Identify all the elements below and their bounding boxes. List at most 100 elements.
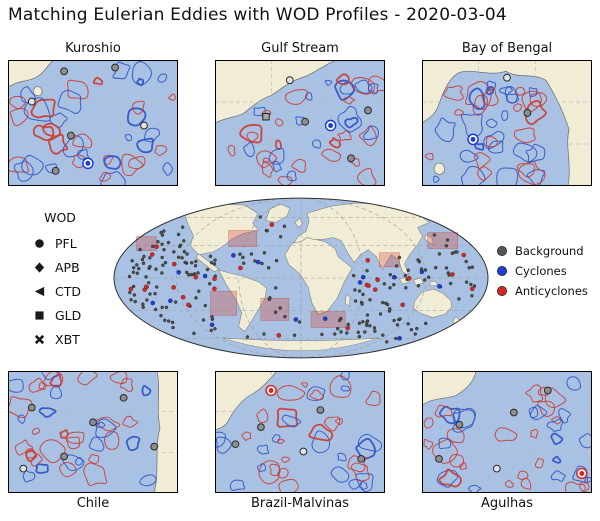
profile-dot [269,222,275,227]
legend-label-xbt: XBT [55,331,80,347]
profile-dot [278,306,282,310]
profile-dot [363,330,367,334]
profile-marker-bg [435,455,443,463]
profile-dot [357,289,362,293]
profile-marker-bg [60,452,68,461]
profile-marker-bg-light [503,73,511,82]
profile-dot [382,282,387,286]
profile-dot [161,263,165,267]
profile-dot [388,272,392,277]
land [422,60,592,186]
profile-dot [138,247,142,252]
map-bay-of-bengal [422,60,592,186]
profile-marker-bg [89,418,97,427]
profile-dot [249,252,254,256]
profile-dot [345,331,349,335]
background-dot-icon [497,246,507,256]
profile-dot [156,240,160,244]
cyclone-dot-icon [497,266,507,276]
profile-dot [238,252,242,256]
land [215,60,338,124]
profile-dot [210,317,215,322]
panel-title-brazil-malvinas: Brazil-Malvinas [250,496,350,511]
profile-dot [145,298,149,302]
region-box [427,232,459,249]
study-region-highlights [135,230,459,328]
profile-dot [273,286,278,290]
panel-title-gulf-stream: Gulf Stream [261,41,339,56]
legend-label-background: Background [515,244,584,258]
profile-dot [194,259,198,264]
figure-title: Matching Eulerian Eddies with WOD Profil… [8,5,507,25]
profile-dot [457,297,461,301]
profile-dot [365,268,369,273]
profile-dot [193,274,199,280]
profile-dot [131,284,136,289]
profile-dot [357,280,363,285]
profile-dot [437,252,442,256]
panel-gulf-stream: Gulf Stream [215,38,385,186]
panel-frame [8,60,178,186]
profile-dot [274,258,279,263]
profile-dot [320,332,324,337]
profile-marker-bg [523,108,532,117]
profile-marker-bg [51,166,60,175]
profile-dot [406,268,410,273]
profile-dot [260,261,264,266]
profile-marker-bg-light [19,464,28,473]
profile-marker-bg [347,154,355,163]
legend-label-pfl: PFL [55,235,77,251]
profile-dot [132,293,137,297]
world-land [184,202,461,352]
profile-dot [213,258,217,262]
profile-dot [241,255,245,260]
profile-dot [364,323,369,328]
profile-dot [398,317,402,321]
land [153,371,178,493]
profile-dot [365,313,370,317]
globe-outline [113,197,489,359]
profile-dot [180,225,185,229]
profile-dot [159,230,163,235]
profile-dot [253,259,257,263]
profile-dot [137,266,141,271]
profile-dot [212,286,217,291]
panel-kuroshio: Kuroshio [8,38,178,186]
profile-dot [140,257,145,262]
legend-label-cyclones: Cyclones [515,264,567,278]
panel-brazil-malvinas: Brazil-Malvinas [215,371,385,515]
profile-dot [135,263,139,267]
profile-dot [388,286,392,290]
profile-dot [292,333,297,337]
profile-dot [160,305,164,310]
profile-marker-bg [150,442,159,451]
profile-dot [346,322,350,327]
legend-item-pfl: PFL [24,231,116,255]
profile-dot [372,287,378,292]
profile-dot [154,267,158,271]
background-profiles [127,215,477,344]
legend-item-gld: GLD [24,303,116,327]
profile-marker-bg [67,131,75,140]
profile-marker-bg [316,406,325,414]
profile-dot [470,286,475,292]
profile-dot [416,284,421,288]
profile-marker-bg [27,403,36,412]
graticule [422,60,592,186]
region-box [228,230,258,247]
profile-dot [194,296,198,300]
region-box [310,311,346,328]
region-box [379,252,400,268]
profile-marker-bg [301,117,309,126]
panel-title-kuroshio: Kuroshio [65,41,121,56]
profile-dot [176,270,181,275]
profile-dot [160,255,164,260]
profile-dot [142,254,146,259]
profile-dot [141,305,145,309]
profile-dot [394,264,399,268]
profile-dot [154,244,159,249]
profile-marker-bg [357,455,366,463]
profile-dot [196,271,200,275]
panel-title-bay-of-bengal: Bay of Bengal [461,41,553,56]
